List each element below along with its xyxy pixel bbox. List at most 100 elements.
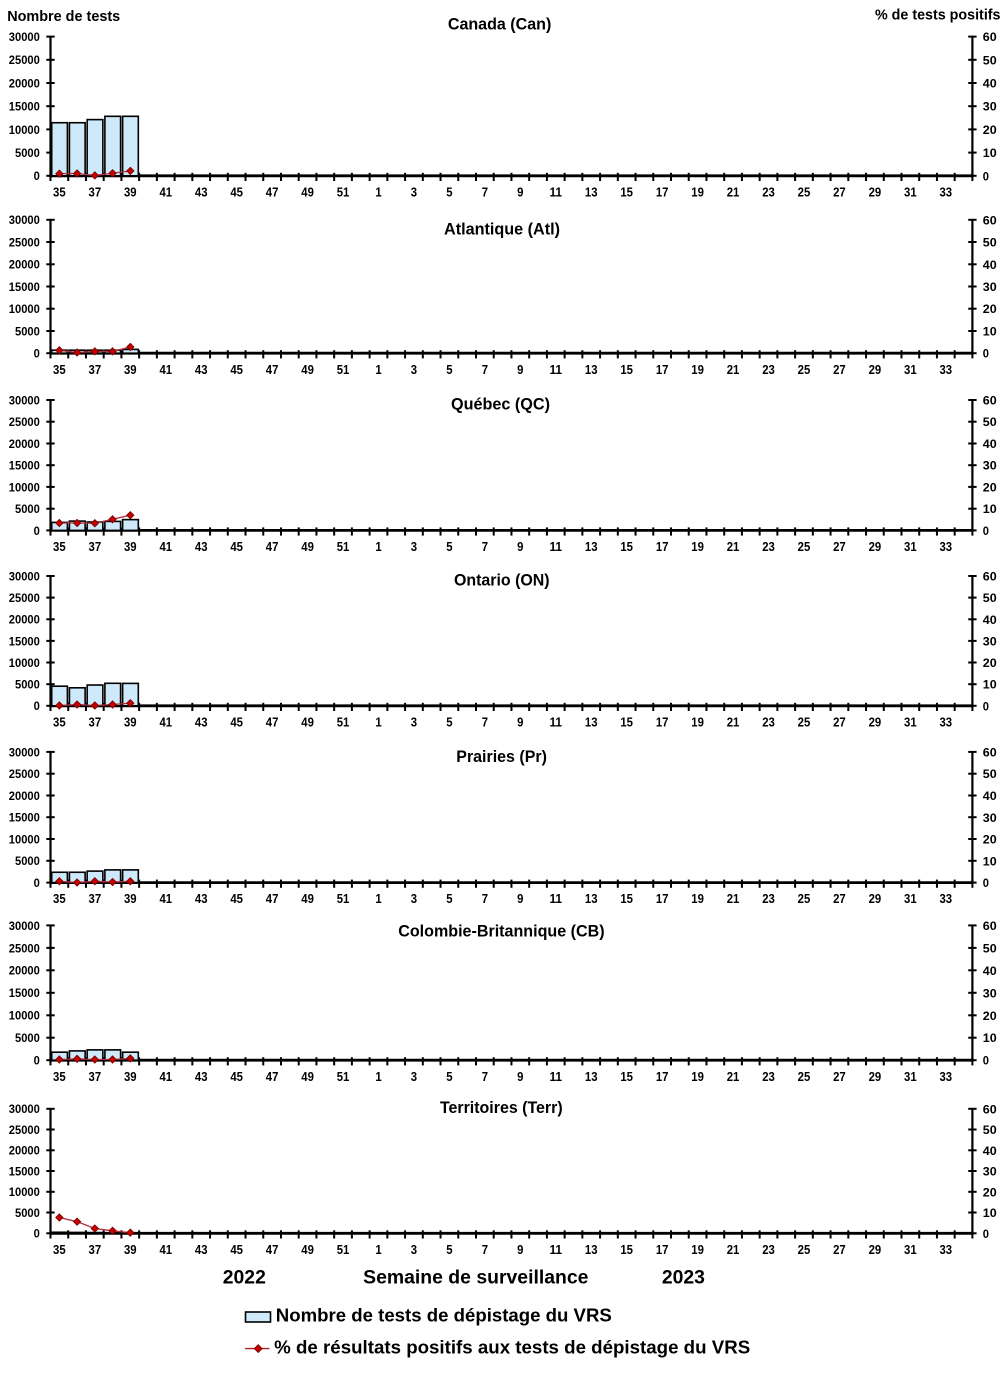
svg-text:25: 25 [798, 539, 811, 554]
svg-text:15: 15 [620, 1069, 633, 1084]
svg-text:3: 3 [411, 891, 417, 906]
svg-text:50: 50 [983, 236, 997, 250]
svg-text:23: 23 [762, 1069, 775, 1084]
svg-text:Canada (Can): Canada (Can) [448, 15, 552, 34]
svg-text:5: 5 [446, 1242, 452, 1257]
svg-text:45: 45 [230, 184, 243, 199]
svg-text:29: 29 [869, 184, 882, 199]
svg-text:10000: 10000 [9, 123, 40, 137]
svg-text:9: 9 [517, 184, 523, 199]
svg-text:25: 25 [798, 891, 811, 906]
svg-text:30: 30 [983, 100, 997, 114]
svg-text:31: 31 [904, 362, 917, 377]
svg-text:5000: 5000 [15, 502, 40, 516]
svg-text:31: 31 [904, 1069, 917, 1084]
svg-text:45: 45 [230, 1069, 243, 1084]
svg-text:47: 47 [266, 714, 279, 729]
svg-text:25000: 25000 [9, 1123, 40, 1137]
svg-text:40: 40 [983, 437, 997, 451]
svg-text:27: 27 [833, 891, 846, 906]
svg-text:15: 15 [620, 714, 633, 729]
svg-text:27: 27 [833, 539, 846, 554]
svg-text:11: 11 [549, 184, 562, 199]
svg-text:10: 10 [983, 502, 997, 516]
svg-text:50: 50 [983, 1123, 997, 1137]
svg-text:45: 45 [230, 891, 243, 906]
svg-text:33: 33 [940, 184, 953, 199]
svg-text:13: 13 [585, 184, 598, 199]
svg-text:60: 60 [983, 570, 997, 584]
svg-text:15000: 15000 [9, 634, 40, 648]
svg-text:10: 10 [983, 1031, 997, 1045]
svg-text:43: 43 [195, 362, 208, 377]
svg-text:30000: 30000 [9, 919, 40, 933]
svg-text:50: 50 [983, 415, 997, 429]
svg-text:20000: 20000 [9, 964, 40, 978]
svg-text:23: 23 [762, 714, 775, 729]
svg-text:10000: 10000 [9, 480, 40, 494]
svg-text:30: 30 [983, 634, 997, 648]
svg-text:15000: 15000 [9, 811, 40, 825]
svg-text:60: 60 [983, 1102, 997, 1116]
svg-text:7: 7 [482, 184, 488, 199]
svg-text:0: 0 [34, 524, 40, 538]
svg-text:1: 1 [375, 1242, 381, 1257]
svg-text:10: 10 [983, 324, 997, 338]
svg-text:29: 29 [869, 1069, 882, 1084]
svg-text:0: 0 [983, 524, 989, 538]
svg-text:5: 5 [446, 184, 452, 199]
svg-text:41: 41 [159, 1069, 172, 1084]
svg-text:40: 40 [983, 1144, 997, 1158]
svg-text:9: 9 [517, 1069, 523, 1084]
svg-text:3: 3 [411, 714, 417, 729]
svg-text:35: 35 [53, 362, 66, 377]
svg-text:25: 25 [798, 1242, 811, 1257]
svg-text:15000: 15000 [9, 459, 40, 473]
svg-text:33: 33 [940, 1242, 953, 1257]
svg-text:Nombre de tests: Nombre de tests [7, 9, 120, 25]
svg-text:37: 37 [89, 891, 102, 906]
svg-text:49: 49 [301, 1242, 314, 1257]
svg-text:47: 47 [266, 184, 279, 199]
svg-text:51: 51 [337, 539, 350, 554]
svg-text:0: 0 [983, 169, 989, 183]
svg-text:15: 15 [620, 184, 633, 199]
svg-text:Atlantique (Atl): Atlantique (Atl) [444, 219, 560, 238]
svg-text:25000: 25000 [9, 53, 40, 67]
svg-text:10000: 10000 [9, 1185, 40, 1199]
svg-text:0: 0 [34, 347, 40, 361]
svg-text:20000: 20000 [9, 437, 40, 451]
svg-text:5000: 5000 [15, 324, 40, 338]
svg-text:17: 17 [656, 891, 669, 906]
svg-text:60: 60 [983, 213, 997, 227]
svg-text:37: 37 [89, 714, 102, 729]
svg-text:0: 0 [34, 1227, 40, 1241]
svg-text:41: 41 [159, 539, 172, 554]
svg-text:9: 9 [517, 714, 523, 729]
svg-text:50: 50 [983, 53, 997, 67]
svg-text:50: 50 [983, 941, 997, 955]
svg-text:39: 39 [124, 1242, 137, 1257]
svg-text:Territoires (Terr): Territoires (Terr) [440, 1098, 563, 1117]
svg-text:10000: 10000 [9, 832, 40, 846]
svg-text:39: 39 [124, 362, 137, 377]
svg-text:30: 30 [983, 459, 997, 473]
svg-text:43: 43 [195, 1242, 208, 1257]
svg-text:33: 33 [940, 362, 953, 377]
svg-text:41: 41 [159, 714, 172, 729]
svg-text:5000: 5000 [15, 1206, 40, 1220]
svg-text:39: 39 [124, 184, 137, 199]
svg-text:5: 5 [446, 1069, 452, 1084]
svg-text:43: 43 [195, 184, 208, 199]
svg-text:7: 7 [482, 1069, 488, 1084]
svg-text:30000: 30000 [9, 213, 40, 227]
svg-text:23: 23 [762, 184, 775, 199]
svg-text:33: 33 [940, 539, 953, 554]
svg-text:10000: 10000 [9, 302, 40, 316]
svg-text:60: 60 [983, 30, 997, 44]
svg-text:21: 21 [727, 1242, 740, 1257]
svg-text:21: 21 [727, 362, 740, 377]
svg-text:20000: 20000 [9, 1144, 40, 1158]
svg-text:2023: 2023 [662, 1266, 705, 1288]
svg-text:5000: 5000 [15, 854, 40, 868]
